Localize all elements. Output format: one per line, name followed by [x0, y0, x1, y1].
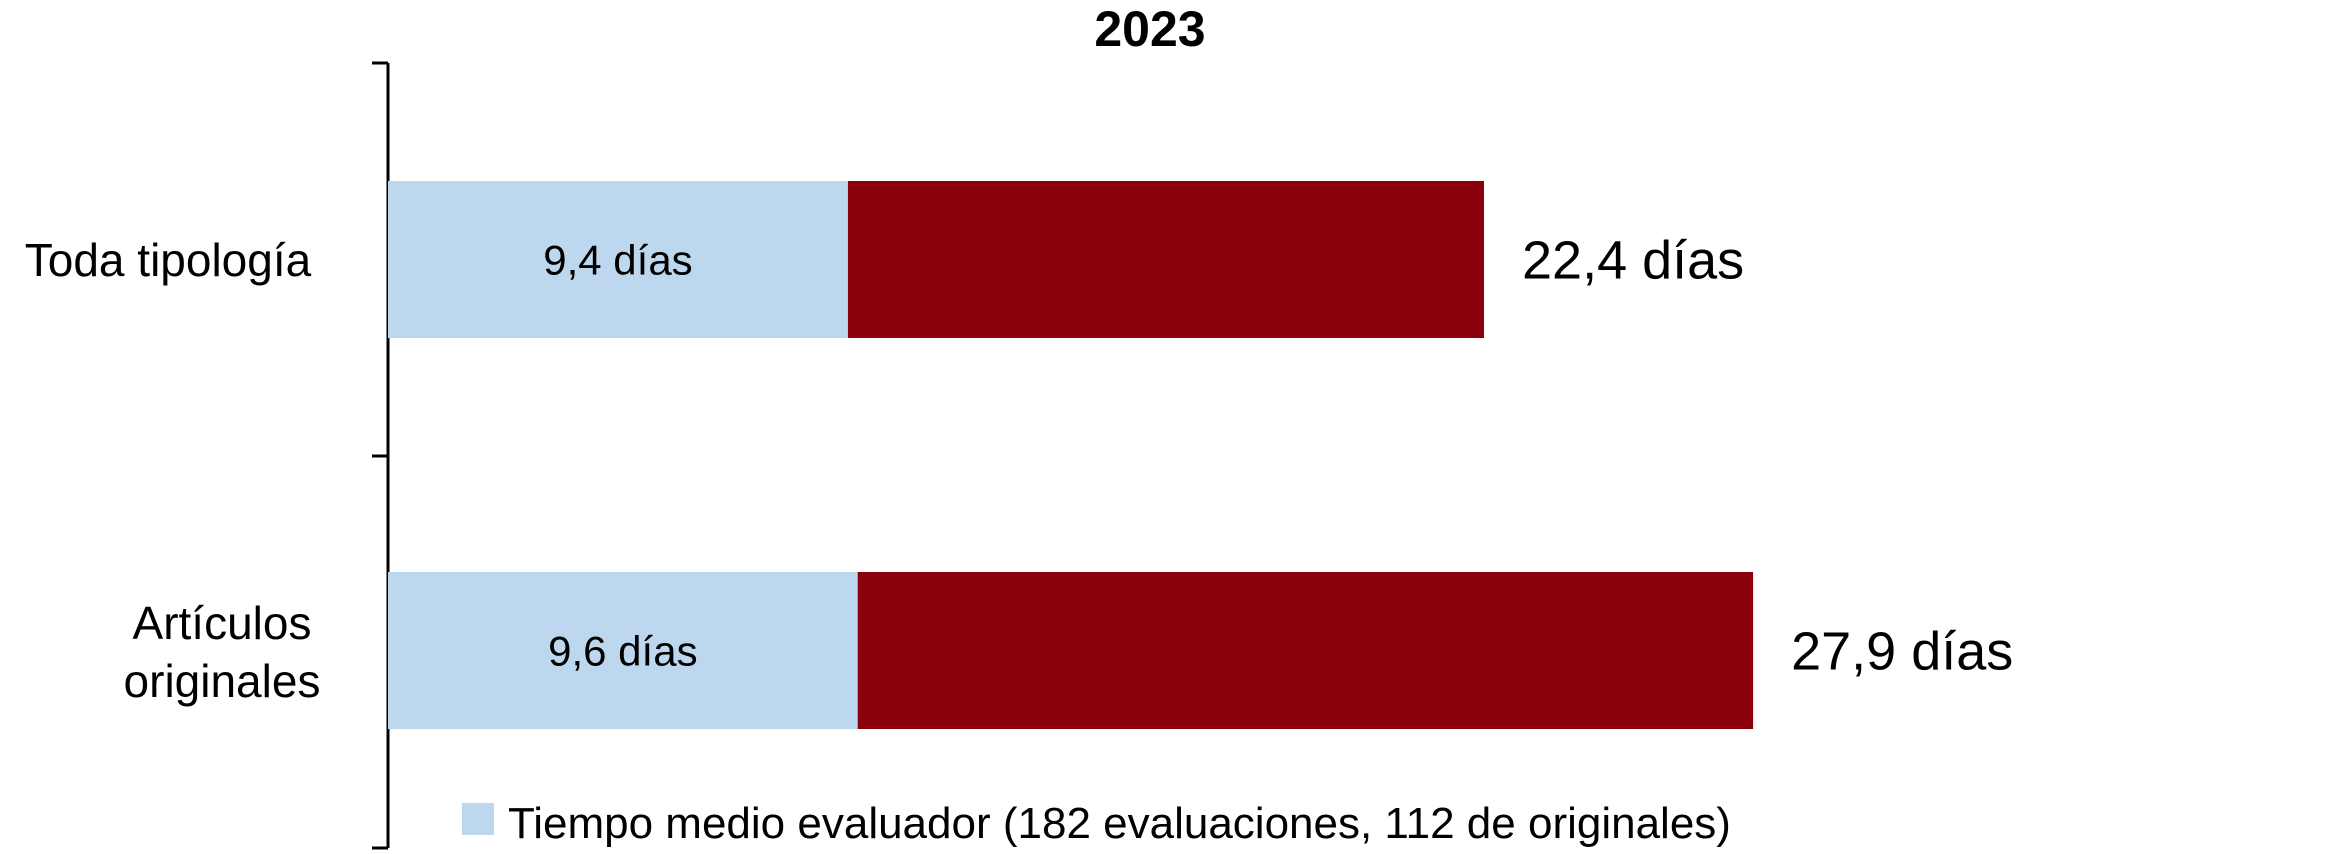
category-label-line: originales	[124, 655, 321, 707]
bar-value-label: 9,4 días	[543, 237, 692, 284]
bar-segment-series-2	[847, 181, 1484, 338]
legend: Tiempo medio evaluador (182 evaluaciones…	[462, 799, 1731, 848]
category-axis: Toda tipología Artículos originales	[25, 61, 390, 850]
legend-swatch-series-1	[462, 803, 494, 835]
bar-value-label: 9,6 días	[548, 628, 697, 675]
bar-total-label: 22,4 días	[1522, 231, 1744, 291]
category-label-line: Toda tipología	[25, 234, 312, 286]
bar-segment-series-1	[388, 181, 848, 338]
bar-total-label: 27,9 días	[1791, 622, 2013, 682]
bars	[388, 181, 1754, 729]
category-label: Toda tipología	[25, 234, 312, 286]
category-label-line: Artículos	[133, 597, 312, 649]
bar-segment-series-2	[857, 572, 1754, 729]
bar-segment-series-1	[388, 572, 858, 729]
chart-title: 2023	[1094, 1, 1205, 57]
category-label: Artículos originales	[124, 597, 321, 707]
data-labels: 9,4 días 22,4 días 9,6 días 27,9 días	[543, 231, 2013, 682]
legend-entry-series-1: Tiempo medio evaluador (182 evaluaciones…	[508, 799, 1731, 848]
